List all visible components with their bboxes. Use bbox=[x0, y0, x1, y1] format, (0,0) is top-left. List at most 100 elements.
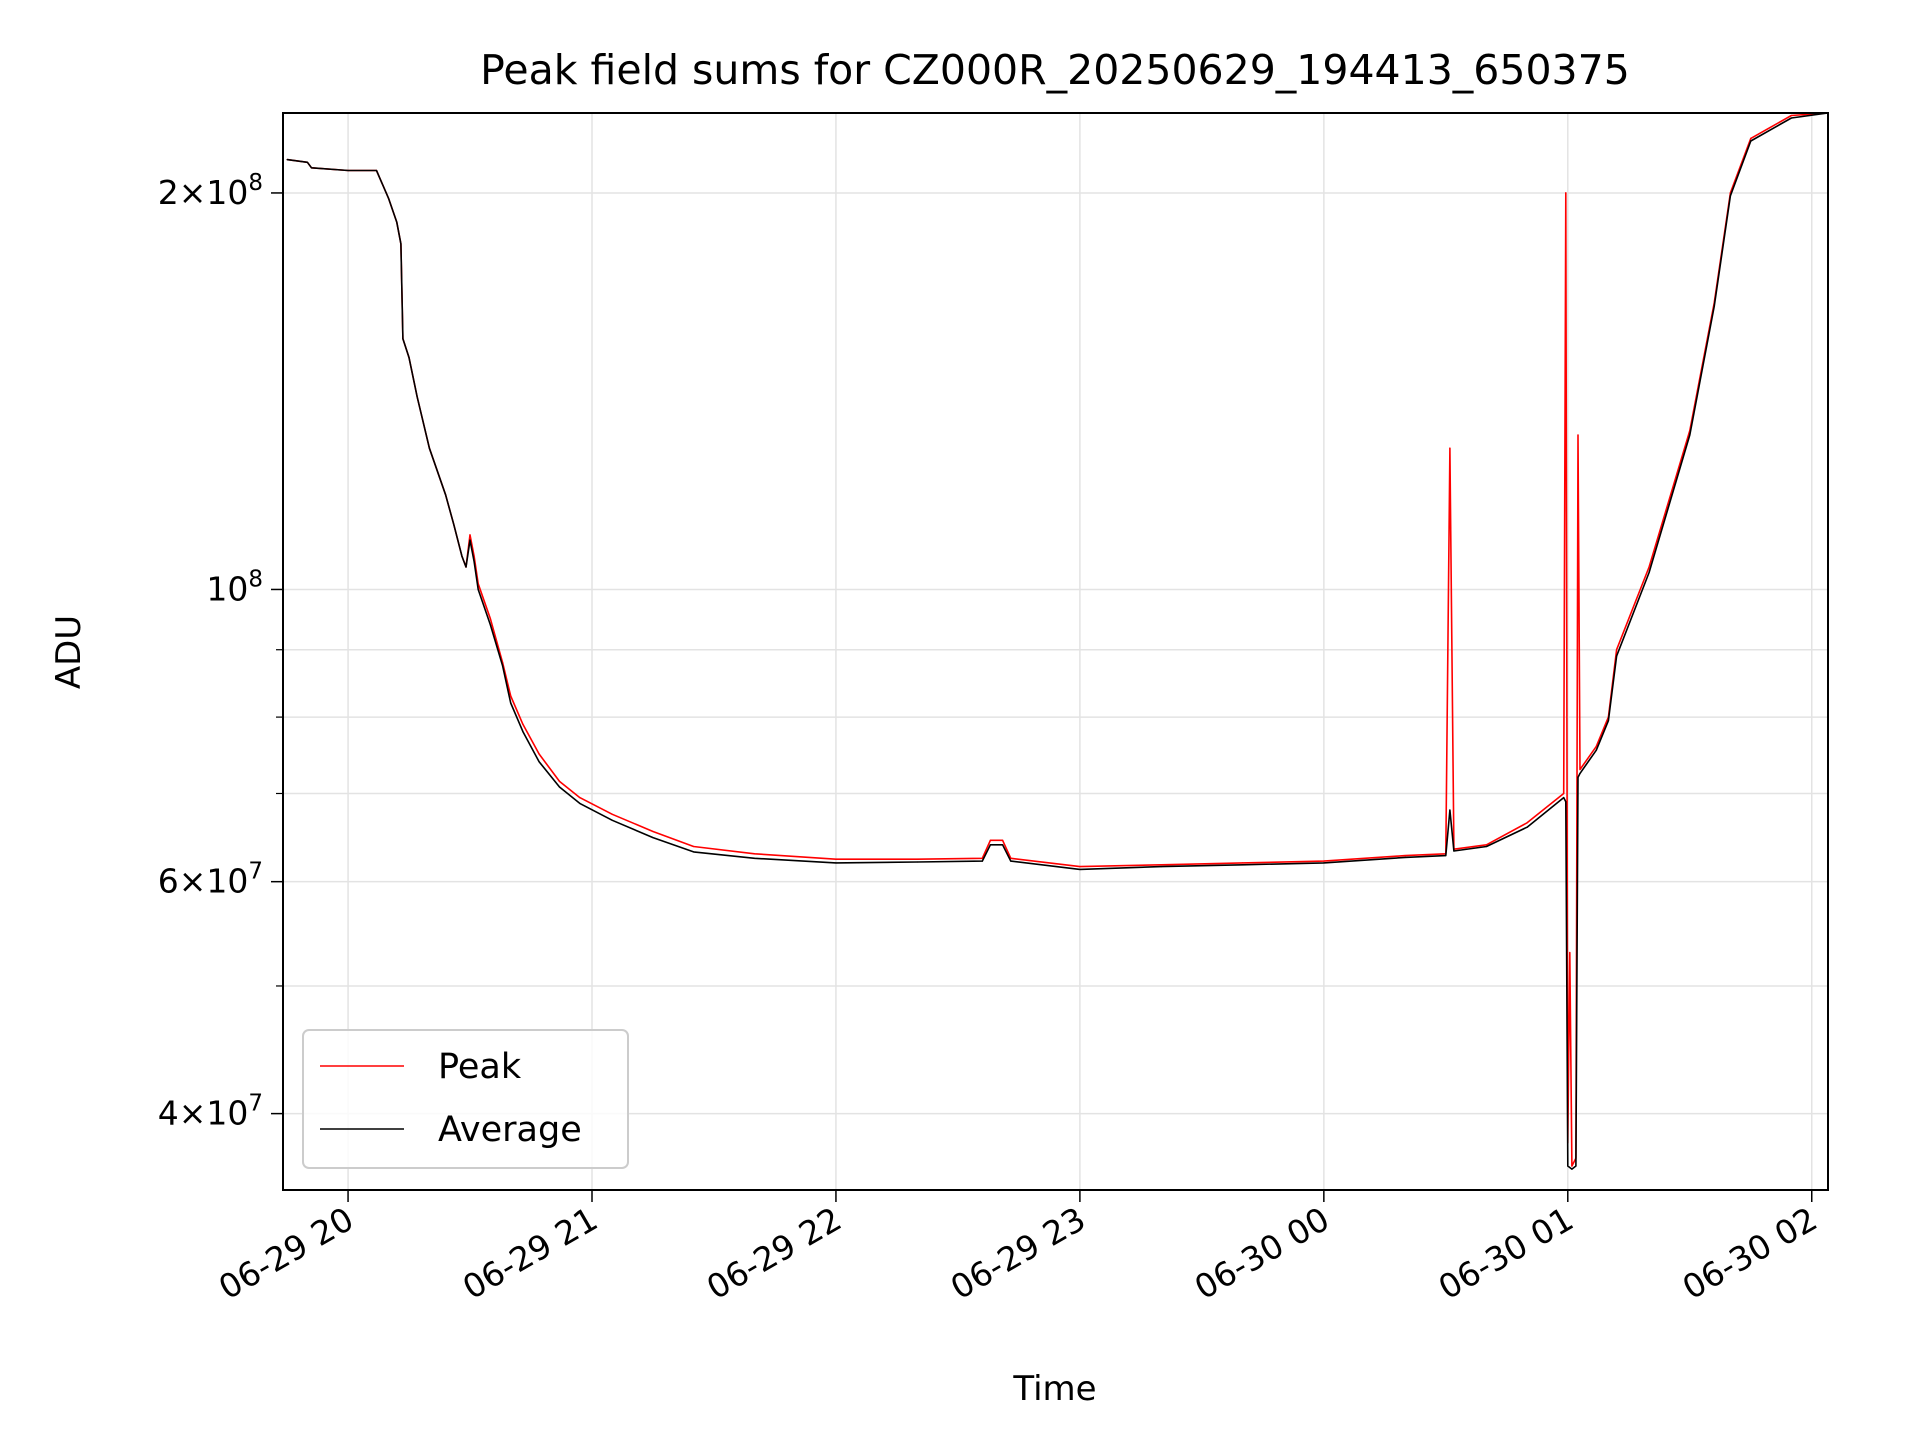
data-point-average bbox=[693, 851, 695, 853]
data-point-average bbox=[1563, 797, 1565, 799]
data-point-average bbox=[375, 169, 378, 172]
y-tick-exponent: 8 bbox=[248, 566, 263, 592]
data-point-average bbox=[1616, 655, 1618, 657]
data-point-peak bbox=[1010, 857, 1012, 859]
data-point-average bbox=[1575, 1165, 1577, 1167]
data-point-average bbox=[538, 761, 540, 763]
data-point-peak bbox=[835, 858, 837, 860]
data-point-average bbox=[510, 702, 512, 704]
data-point-peak bbox=[1750, 137, 1752, 139]
data-point-average bbox=[1689, 434, 1691, 436]
data-point-average bbox=[489, 624, 491, 626]
data-point-peak bbox=[489, 618, 491, 620]
data-point-peak bbox=[1526, 822, 1528, 824]
data-point-peak bbox=[1616, 649, 1618, 651]
data-point-average bbox=[1160, 866, 1162, 868]
data-point-average bbox=[310, 167, 313, 169]
data-point-peak bbox=[1569, 952, 1571, 954]
data-point-average bbox=[453, 524, 455, 526]
data-point-peak bbox=[1648, 566, 1650, 568]
y-tick-exponent: 7 bbox=[248, 1091, 263, 1117]
data-point-average bbox=[416, 396, 418, 398]
data-point-peak bbox=[1579, 768, 1581, 771]
data-point-peak bbox=[916, 858, 918, 860]
data-point-average bbox=[469, 539, 471, 541]
data-point-average bbox=[916, 861, 918, 863]
data-point-average bbox=[989, 844, 992, 846]
data-point-average bbox=[477, 588, 479, 591]
data-point-peak bbox=[652, 830, 654, 833]
data-point-average bbox=[402, 338, 404, 340]
data-point-average bbox=[1241, 864, 1244, 866]
legend-box bbox=[302, 1029, 629, 1169]
data-point-average bbox=[1002, 844, 1004, 846]
y-tick-label: 2×108 bbox=[158, 170, 263, 212]
y-tick-exponent: 8 bbox=[248, 170, 263, 196]
data-point-peak bbox=[1241, 862, 1244, 864]
data-point-average bbox=[1790, 117, 1792, 119]
data-point-average bbox=[558, 786, 561, 788]
data-point-average bbox=[1579, 772, 1581, 775]
data-point-average bbox=[396, 221, 398, 223]
data-point-average bbox=[400, 243, 402, 245]
legend-label-peak: Peak bbox=[438, 1047, 522, 1087]
data-point-average bbox=[1713, 305, 1715, 308]
legend-label-average: Average bbox=[438, 1110, 582, 1150]
data-point-peak bbox=[981, 857, 983, 859]
data-point-average bbox=[1729, 195, 1731, 197]
data-point-average bbox=[652, 837, 654, 839]
data-point-peak bbox=[693, 845, 695, 848]
data-point-average bbox=[1485, 845, 1488, 848]
y-tick-label: 4×107 bbox=[158, 1091, 263, 1133]
data-point-peak bbox=[1160, 864, 1162, 866]
data-point-average bbox=[1607, 720, 1609, 722]
data-point-peak bbox=[1404, 855, 1406, 857]
data-point-average bbox=[1079, 868, 1081, 871]
y-tick-label: 6×107 bbox=[158, 859, 263, 901]
data-point-average bbox=[428, 447, 430, 449]
data-point-average bbox=[502, 665, 504, 667]
data-point-peak bbox=[611, 813, 613, 815]
data-point-peak bbox=[558, 780, 561, 783]
data-point-peak bbox=[1571, 1165, 1573, 1167]
x-axis-title: Time bbox=[1012, 1369, 1096, 1409]
data-point-peak bbox=[522, 723, 524, 725]
data-point-peak bbox=[1449, 447, 1451, 449]
data-point-peak bbox=[1002, 839, 1004, 841]
data-point-peak bbox=[1577, 434, 1579, 436]
data-point-average bbox=[408, 356, 410, 359]
data-point-average bbox=[1526, 826, 1528, 828]
data-point-average bbox=[1571, 1168, 1573, 1170]
data-point-average bbox=[473, 560, 475, 563]
data-point-average bbox=[835, 862, 837, 864]
legend: Peak Average bbox=[302, 1029, 629, 1169]
data-point-peak bbox=[1790, 114, 1792, 117]
data-point-peak bbox=[510, 695, 512, 697]
data-point-peak bbox=[754, 853, 756, 855]
data-point-peak bbox=[579, 797, 581, 799]
data-point-average bbox=[306, 161, 308, 163]
data-point-peak bbox=[989, 839, 992, 841]
chart-title: Peak field sums for CZ000R_20250629_1944… bbox=[480, 46, 1630, 94]
y-axis-title: ADU bbox=[49, 615, 89, 689]
data-point-average bbox=[286, 159, 288, 161]
data-point-average bbox=[461, 555, 463, 557]
data-point-peak bbox=[1485, 844, 1488, 846]
data-point-peak bbox=[1079, 866, 1081, 868]
data-point-average bbox=[754, 857, 756, 859]
data-point-peak bbox=[1565, 192, 1567, 194]
data-point-average bbox=[579, 802, 581, 805]
data-point-average bbox=[1648, 571, 1650, 574]
plot-frame bbox=[282, 112, 1829, 1191]
data-point-average bbox=[1010, 860, 1012, 862]
data-point-average bbox=[1453, 850, 1455, 852]
data-point-peak bbox=[469, 534, 471, 536]
data-point-average bbox=[388, 198, 390, 200]
data-point-average bbox=[445, 494, 447, 496]
data-point-average bbox=[1567, 1165, 1569, 1167]
data-point-average bbox=[1449, 809, 1451, 811]
data-point-average bbox=[465, 566, 467, 568]
